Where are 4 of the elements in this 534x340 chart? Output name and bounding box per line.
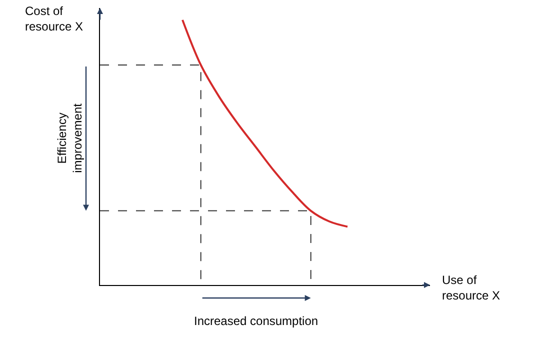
text: Increased consumption xyxy=(194,314,318,328)
text: Use of resource X xyxy=(442,273,500,303)
text: Efficiency improvement xyxy=(55,102,85,173)
text: Cost of resource X xyxy=(25,4,84,34)
